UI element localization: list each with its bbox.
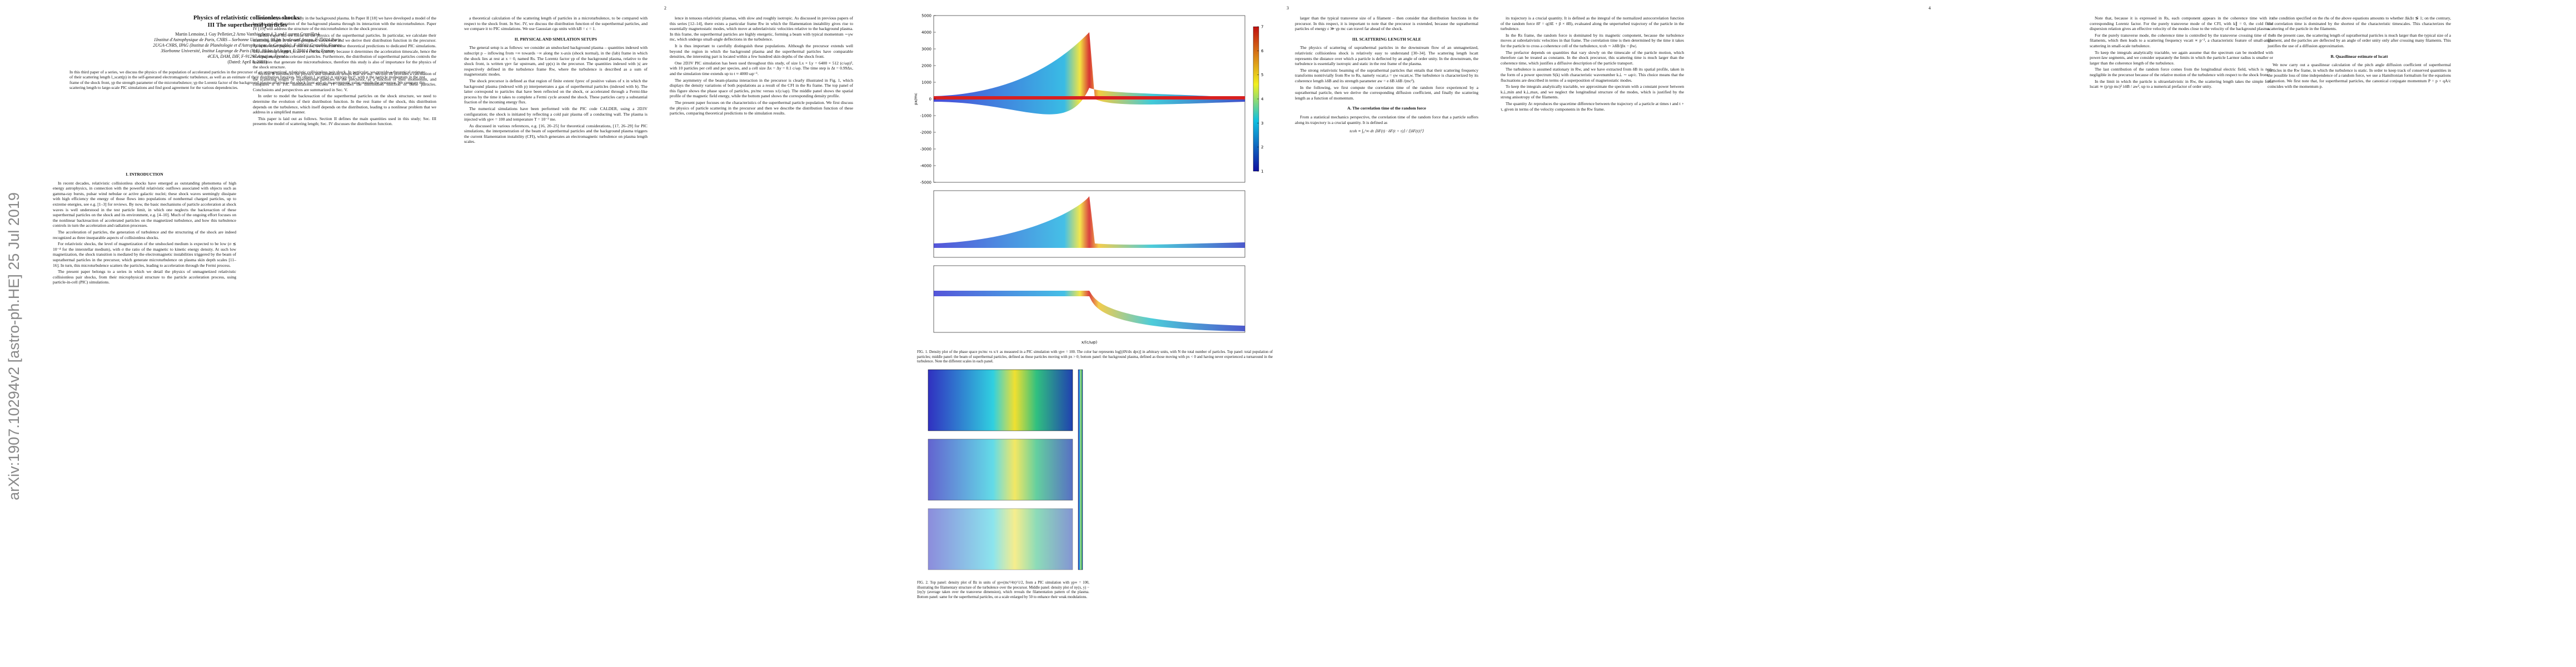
- affiliation: 3Sorbonne Université, Institut Lagrange …: [161, 48, 334, 53]
- paragraph: The shock precursor is defined as that r…: [464, 78, 647, 105]
- title: Physics of relativistic collisionless sh…: [193, 14, 302, 21]
- y-tick-label: 0: [929, 97, 931, 102]
- y-tick-label: -1000: [920, 114, 931, 118]
- paragraph: The last contribution of the random forc…: [2090, 67, 2273, 77]
- figure-1: px/mc x/(c/ωp) 5000 4000 3000 2000 1000 0 -100…: [914, 14, 1264, 345]
- paragraph: larger than the typical transverse size …: [1295, 16, 1478, 32]
- figure-2: [928, 369, 1083, 570]
- text-column: a theoretical calculation of the scatter…: [464, 16, 647, 146]
- y-tick-label: -4000: [920, 164, 931, 168]
- paragraph: As discussed in various references, e.g.…: [464, 123, 647, 145]
- x-axis-label: x/(c/ωp): [1082, 340, 1098, 345]
- text-column: Note that, because it is expressed in Rs…: [2090, 16, 2273, 91]
- page-number: 3: [1287, 6, 1289, 11]
- colorbar-label: 7: [1261, 25, 1263, 29]
- paragraph: The present paper belongs to a series in…: [53, 269, 236, 285]
- paragraph: The physics of scattering of supratherma…: [1295, 45, 1478, 67]
- colorbar-label: 4: [1261, 97, 1264, 102]
- text-column: the condition specified on the rhs of th…: [2268, 16, 2451, 90]
- paragraph: The turbulence is assumed stationary in …: [1501, 67, 1684, 83]
- y-tick-label: 4000: [921, 31, 931, 35]
- paragraph: In the present case, the scattering leng…: [2268, 32, 2451, 48]
- paragraph: to have only relativistically in the bac…: [253, 16, 436, 32]
- text-column: to have only relativistically in the bac…: [253, 16, 436, 128]
- paragraph: Section II introduces the physics and si…: [253, 71, 436, 92]
- paragraph: One 2D3V PIC simulation has been used th…: [670, 60, 853, 76]
- page-number: 4: [1929, 6, 1931, 11]
- paragraph: In the limit in which the particle is ul…: [2090, 78, 2273, 89]
- page-number: 2: [664, 6, 666, 11]
- colorbar-label: 2: [1261, 145, 1263, 150]
- section-heading: III. SCATTERING LENGTH SCALE: [1352, 36, 1421, 42]
- equation: tcoh ≡ ∫₀^∞ dτ ⟨δF(t) · δF(t + τ)⟩ / ⟨|δ…: [1349, 128, 1424, 134]
- paragraph: It is thus important to carefully distin…: [670, 43, 853, 59]
- y-tick-label: 3000: [921, 47, 931, 52]
- figure-1-caption: FIG. 1. Density plot of the phase space …: [917, 350, 1273, 364]
- y-tick-label: 1000: [921, 81, 931, 85]
- affiliation: 1Institut d'Astrophysique de Paris, CNRS…: [153, 37, 341, 42]
- y-tick-label: -5000: [920, 181, 931, 185]
- paragraph: The acceleration of particles, the gener…: [53, 229, 236, 240]
- abstract: In this third paper of a series, we disc…: [69, 69, 425, 91]
- paragraph: The strong relativistic beaming of the s…: [1295, 67, 1478, 83]
- paragraph: The numerical simulations have been perf…: [464, 106, 647, 122]
- paragraph: In this Paper III, we focus on the physi…: [253, 32, 436, 70]
- paragraph: The present paper focuses on the charact…: [670, 99, 853, 116]
- paragraph: From a statistical mechanics perspective…: [1295, 114, 1478, 125]
- paragraph: a theoretical calculation of the scatter…: [464, 16, 647, 32]
- y-tick-label: 5000: [921, 14, 931, 18]
- subtitle: III The superthermal particles: [207, 22, 287, 28]
- paragraph: To keep the integrals analytically tract…: [1501, 84, 1684, 100]
- paragraph: the condition specified on the rhs of th…: [2268, 16, 2451, 32]
- affiliation: 4CEA, DAM, DIF, F-91297 Arpajon, France: [207, 54, 287, 59]
- text-column: its trajectory is a crucial quantity. It…: [1501, 16, 1684, 113]
- paragraph: In recent decades, relativistic collisio…: [53, 180, 236, 228]
- paragraph: The quantity Δτ reproduces the spacetime…: [1501, 101, 1684, 112]
- paragraph: In the following, we first compute the c…: [1295, 84, 1478, 101]
- paragraph: its trajectory is a crucial quantity. It…: [1501, 16, 1684, 32]
- paragraph: The asymmetry of the beam-plasma interac…: [670, 77, 853, 99]
- paragraph: In order to model the backreaction of th…: [253, 93, 436, 115]
- section-heading: I. INTRODUCTION: [126, 172, 163, 177]
- paragraph: For relativistic shocks, the level of ma…: [53, 241, 236, 268]
- colorbar-label: 3: [1261, 121, 1263, 126]
- paragraph: To keep the integrals analytically tract…: [2090, 49, 2273, 66]
- affiliation: 2UGA-CNRS, IPAG (Institut de Planétologi…: [153, 43, 342, 48]
- y-axis-label: px/mc: [914, 93, 918, 105]
- paragraph: We now carry out a quasilinear calculati…: [2268, 62, 2451, 89]
- y-tick-label: -2000: [920, 131, 931, 135]
- colorbar-label: 5: [1261, 73, 1263, 77]
- paragraph: In the Rs frame, the random force is dom…: [1501, 32, 1684, 48]
- paragraph: The prefactor depends on quantities that…: [1501, 49, 1684, 66]
- authors: Martin Lemoine,1 Guy Pelletier,2 Arno Va…: [175, 32, 320, 37]
- text-column: larger than the typical transverse size …: [1295, 16, 1478, 137]
- text-column: lence in tenuous relativistic plasmas, w…: [670, 16, 853, 117]
- text-column: I. INTRODUCTION In recent decades, relati…: [53, 167, 236, 286]
- paper-header: Physics of relativistic collisionless sh…: [53, 14, 442, 91]
- paragraph: Note that, because it is expressed in Rs…: [2090, 16, 2273, 32]
- colorbar-label: 6: [1261, 49, 1264, 53]
- arxiv-stamp: arXiv:1907.10294v2 [astro-ph.HE] 25 Jul …: [6, 192, 22, 500]
- section-heading: II. PHYSICAL AND SIMULATION SETUPS: [514, 36, 597, 42]
- y-tick-label: -3000: [920, 147, 931, 152]
- paragraph: For the purely transverse mode, the cohe…: [2090, 32, 2273, 48]
- affiliations: 1Institut d'Astrophysique de Paris, CNRS…: [53, 37, 442, 59]
- paragraph: The general setup is as follows: we cons…: [464, 45, 647, 77]
- y-tick-label: 2000: [921, 64, 931, 68]
- paragraph: lence in tenuous relativistic plasmas, w…: [670, 16, 853, 42]
- date: (Dated: April 8, 2021): [227, 59, 267, 64]
- section-heading: A. The correlation time of the random fo…: [1347, 106, 1426, 111]
- paragraph: This paper is laid out as follows. Secti…: [253, 116, 436, 127]
- section-heading: B. Quasilinear estimate of lscatt: [2330, 53, 2388, 59]
- figure-2-caption: FIG. 2. Top panel: density plot of Bz in…: [917, 581, 1089, 599]
- colorbar-label: 1: [1261, 170, 1263, 174]
